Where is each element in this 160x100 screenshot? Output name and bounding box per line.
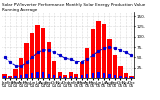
Bar [74,74,78,78]
Bar [108,74,111,78]
Bar [9,77,11,78]
Bar [8,76,12,78]
Bar [31,73,33,78]
Bar [3,76,6,78]
Bar [53,75,55,78]
Bar [114,75,116,78]
Bar [92,73,94,78]
Bar [68,72,73,78]
Bar [14,76,17,78]
Bar [19,58,23,78]
Bar [70,76,72,78]
Bar [75,77,77,78]
Bar [63,75,68,78]
Bar [52,61,56,78]
Bar [58,72,62,78]
Bar [48,74,50,78]
Bar [81,75,83,78]
Bar [91,29,95,78]
Bar [85,48,89,78]
Bar [118,66,123,78]
Bar [24,43,29,78]
Bar [129,76,134,78]
Bar [59,76,61,78]
Bar [125,77,127,78]
Bar [42,72,44,78]
Bar [113,55,117,78]
Bar [30,33,34,78]
Bar [119,76,122,78]
Bar [96,21,100,78]
Bar [36,72,39,78]
Bar [130,77,133,78]
Bar [2,74,7,78]
Bar [47,42,51,78]
Bar [25,74,28,78]
Bar [107,39,112,78]
Bar [102,24,106,78]
Bar [36,25,40,78]
Bar [103,73,105,78]
Bar [80,62,84,78]
Bar [41,28,45,78]
Bar [64,77,66,78]
Bar [13,69,18,78]
Bar [86,74,88,78]
Bar [97,72,100,78]
Bar [20,75,22,78]
Bar [124,73,128,78]
Text: Solar PV/Inverter Performance Monthly Solar Energy Production Value Running Aver: Solar PV/Inverter Performance Monthly So… [2,3,145,12]
